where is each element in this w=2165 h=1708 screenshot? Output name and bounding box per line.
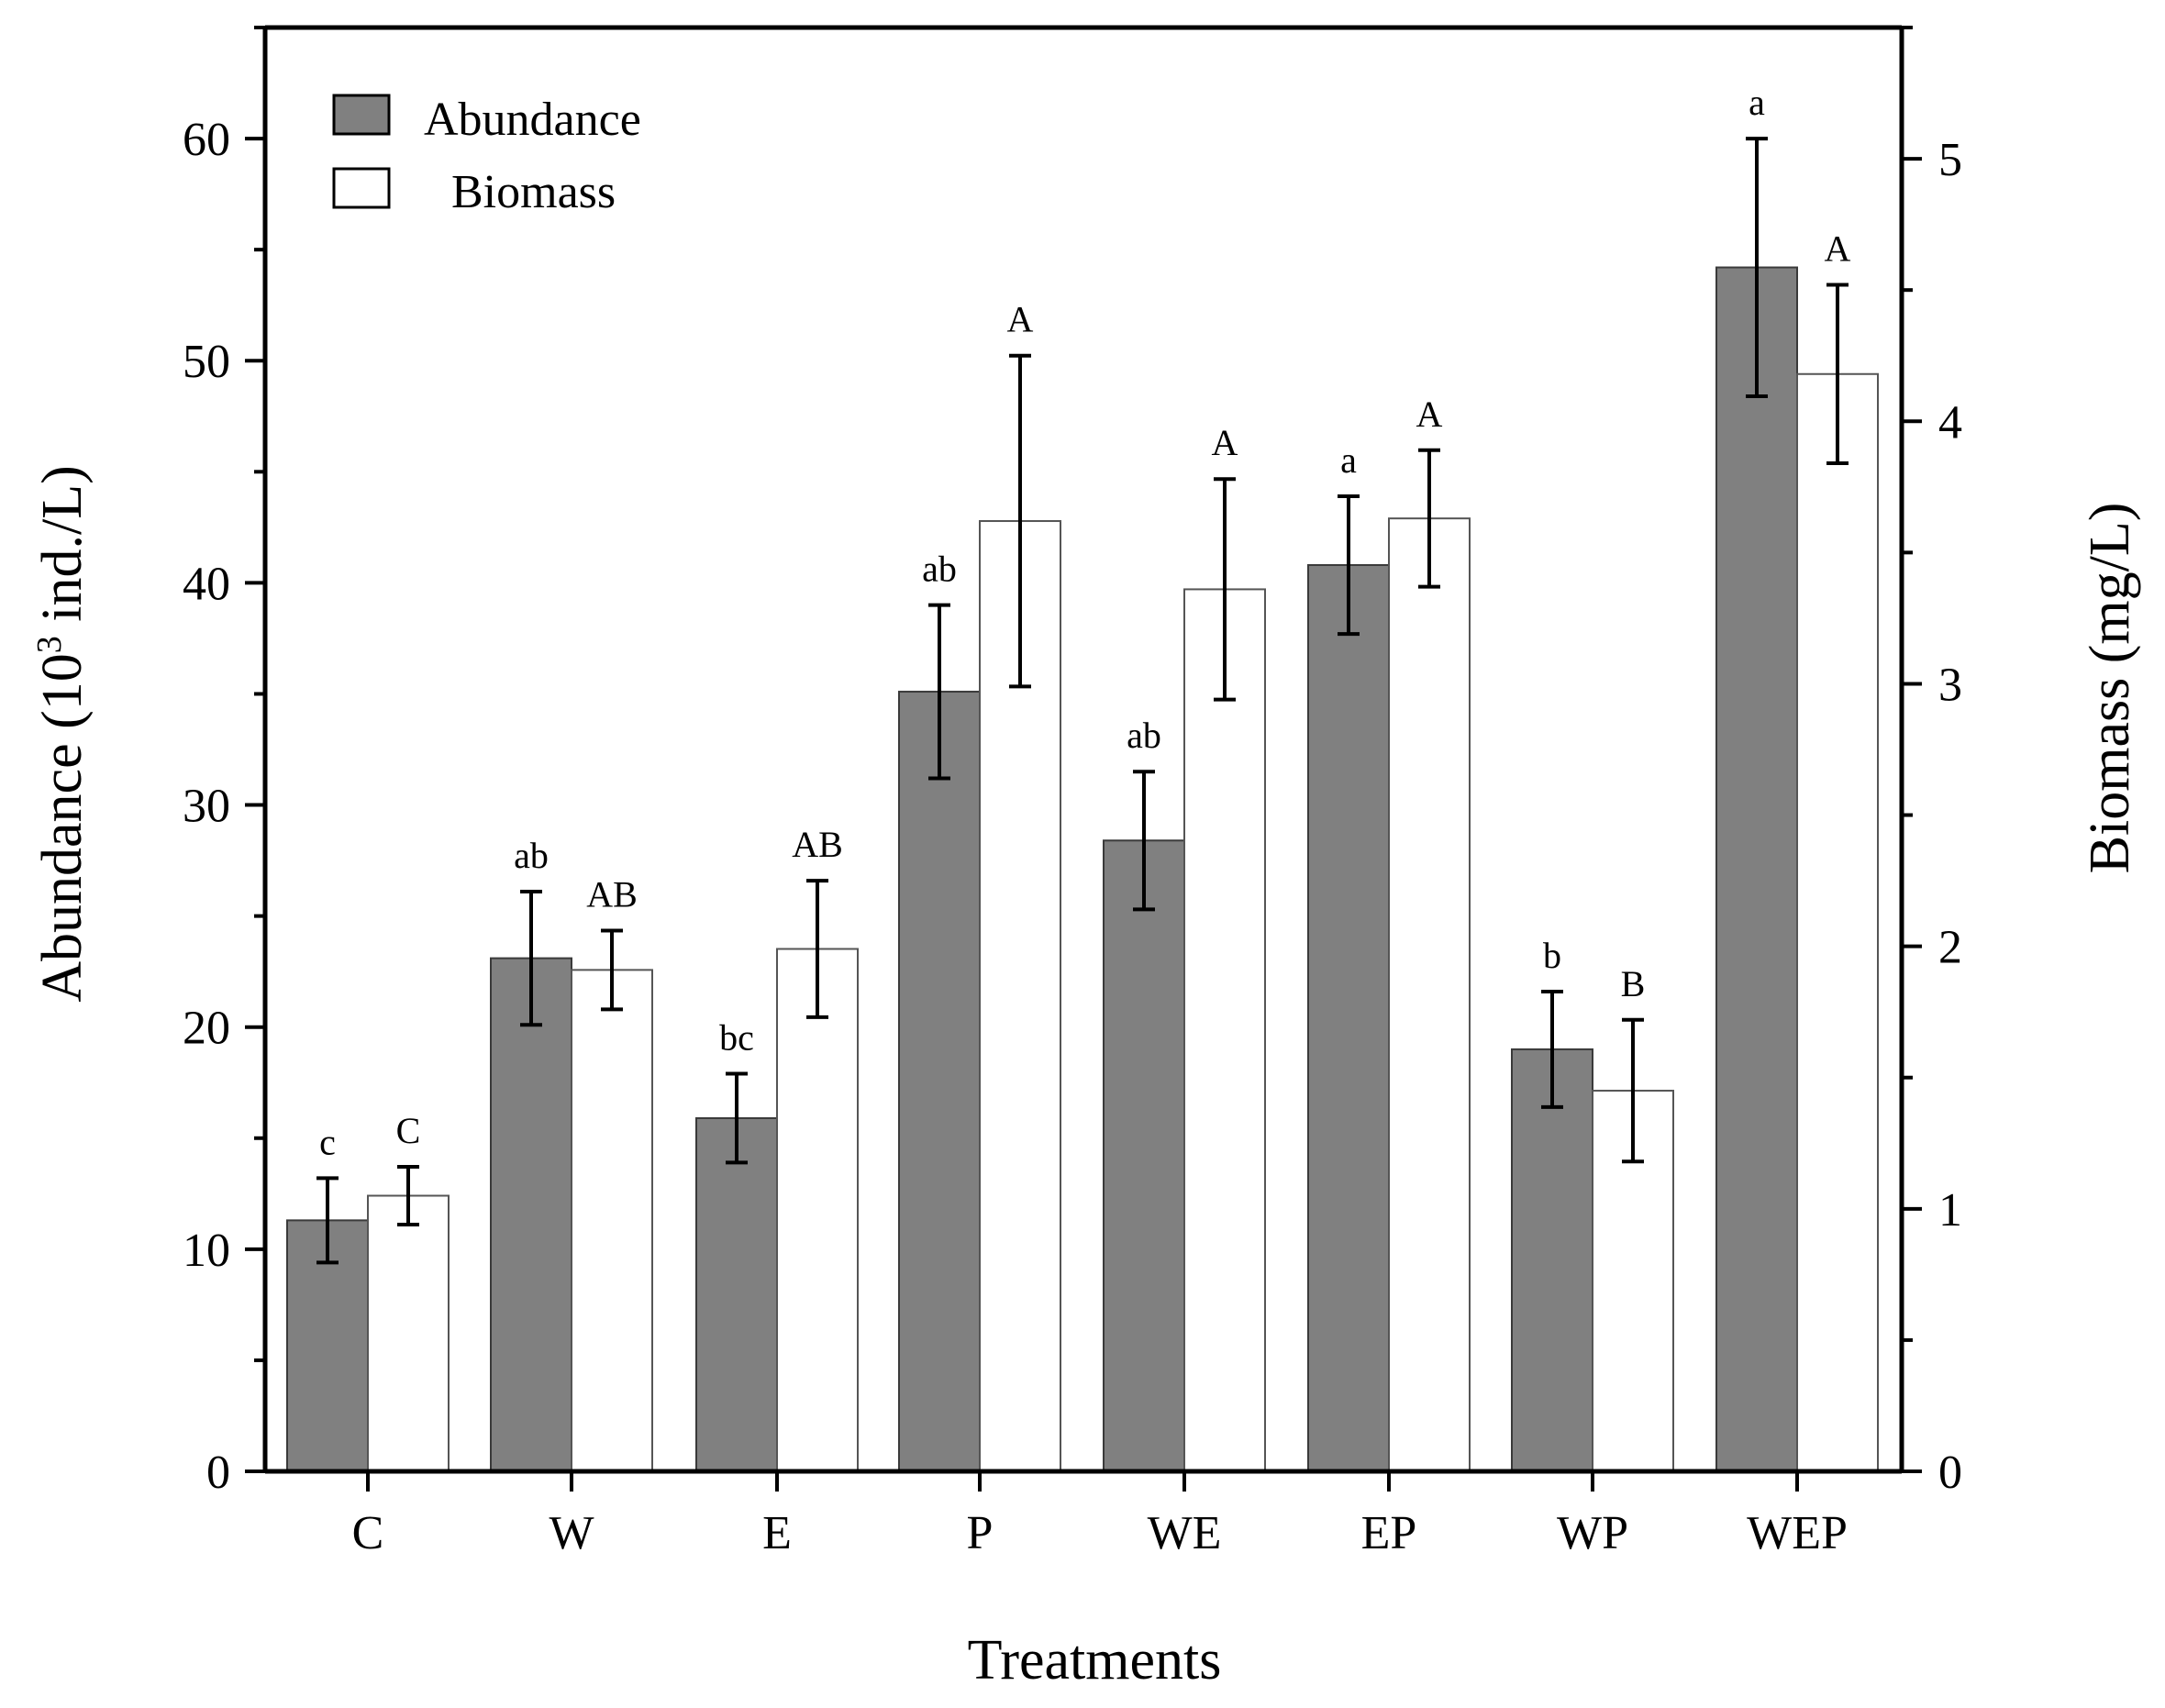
y-tick-label-10: 10	[183, 1225, 230, 1277]
y-tick-label-20: 20	[183, 1003, 230, 1055]
y2-tick-label-3: 3	[1938, 659, 1962, 711]
bar-biomass-c	[367, 1194, 450, 1472]
y2-tick-label-1: 1	[1938, 1184, 1962, 1237]
x-tick-label-c: C	[352, 1507, 384, 1559]
sig-label-abundance-wp: b	[1543, 935, 1561, 976]
x-axis-title: Treatments	[968, 1629, 1222, 1691]
bar-biomass-e	[776, 948, 859, 1472]
error-bar-biomass-e	[806, 879, 828, 1019]
y-tick-label-0: 0	[206, 1447, 230, 1499]
bar-abundance-we	[1103, 839, 1185, 1472]
sig-label-biomass-we: A	[1212, 422, 1238, 463]
y-axis-title: Abundance (103 ind./L)	[30, 465, 94, 1002]
error-bar-abundance-wep	[1746, 137, 1768, 398]
significance-labels-layer: c Cab AB bc AB ab Aab A a Ab Ba A	[319, 82, 1850, 1162]
bar-abundance-wep	[1715, 266, 1798, 1473]
error-bar-abundance-e	[726, 1071, 748, 1165]
sig-label-abundance-p: ab	[922, 549, 957, 590]
error-bar-abundance-w	[520, 889, 542, 1027]
sig-label-biomass-e: AB	[792, 824, 843, 865]
sig-label-biomass-wep: A	[1825, 227, 1851, 269]
error-bar-biomass-wep	[1826, 283, 1849, 466]
x-tick-label-wep: WEP	[1747, 1507, 1848, 1559]
bar-biomass-wep	[1796, 372, 1879, 1472]
sig-label-biomass-ep: A	[1416, 394, 1443, 435]
error-bar-abundance-wp	[1541, 989, 1563, 1109]
legend: Abundance Biomass	[332, 94, 641, 218]
y2-tick-label-2: 2	[1938, 922, 1962, 974]
sig-label-abundance-wep: a	[1749, 82, 1765, 123]
error-bar-biomass-c	[397, 1165, 419, 1226]
error-bar-biomass-we	[1214, 477, 1236, 702]
y-tick-label-30: 30	[183, 781, 230, 833]
sig-label-biomass-w: AB	[586, 873, 638, 915]
y2-axis-title: Biomass (mg/L)	[2079, 503, 2141, 874]
error-bar-abundance-ep	[1338, 494, 1360, 637]
bar-abundance-p	[898, 691, 981, 1472]
bar-biomass-ep	[1388, 517, 1471, 1472]
legend-label-biomass: Biomass	[451, 166, 616, 218]
y2-tick-label-0: 0	[1938, 1447, 1962, 1499]
bar-biomass-we	[1183, 588, 1266, 1472]
error-bar-abundance-we	[1133, 770, 1155, 912]
bar-biomass-w	[571, 969, 653, 1472]
x-tick-label-w: W	[549, 1507, 594, 1559]
y2-tick-label-5: 5	[1938, 134, 1962, 186]
bar-abundance-wp	[1511, 1048, 1593, 1473]
sig-label-abundance-we: ab	[1127, 715, 1161, 756]
error-bar-biomass-wp	[1622, 1017, 1644, 1164]
x-tick-label-p: P	[967, 1507, 994, 1559]
legend-swatch-abundance	[332, 94, 391, 136]
y2-tick-label-4: 4	[1938, 396, 1962, 449]
error-bar-biomass-w	[601, 928, 623, 1012]
y-axis-title-superscript: 3	[30, 636, 69, 653]
error-bar-abundance-c	[316, 1176, 339, 1265]
error-bar-biomass-ep	[1418, 448, 1440, 589]
sig-label-abundance-ep: a	[1340, 439, 1357, 481]
y-axis-title-prefix: Abundance (10	[31, 653, 94, 1002]
sig-label-abundance-c: c	[319, 1121, 336, 1162]
error-bar-biomass-p	[1009, 353, 1031, 689]
error-bar-abundance-p	[928, 603, 950, 781]
error-bars-layer	[316, 137, 1849, 1265]
bar-abundance-e	[695, 1116, 778, 1472]
y-tick-label-60: 60	[183, 114, 230, 166]
sig-label-biomass-wp: B	[1621, 963, 1646, 1004]
legend-label-abundance: Abundance	[424, 94, 641, 146]
y-axis-title-suffix: ind./L)	[31, 465, 94, 636]
bars-layer	[286, 266, 1879, 1473]
legend-swatch-biomass	[332, 167, 391, 209]
y-tick-label-50: 50	[183, 336, 230, 388]
x-tick-label-wp: WP	[1557, 1507, 1628, 1559]
bar-abundance-w	[490, 957, 572, 1472]
sig-label-abundance-w: ab	[514, 835, 549, 876]
bar-abundance-ep	[1307, 564, 1390, 1472]
x-tick-label-e: E	[762, 1507, 792, 1559]
x-tick-label-ep: EP	[1361, 1507, 1417, 1559]
sig-label-abundance-e: bc	[719, 1017, 754, 1059]
sig-label-biomass-p: A	[1007, 299, 1034, 340]
y-tick-label-40: 40	[183, 558, 230, 610]
sig-label-biomass-c: C	[396, 1110, 421, 1151]
x-tick-label-we: WE	[1148, 1507, 1222, 1559]
